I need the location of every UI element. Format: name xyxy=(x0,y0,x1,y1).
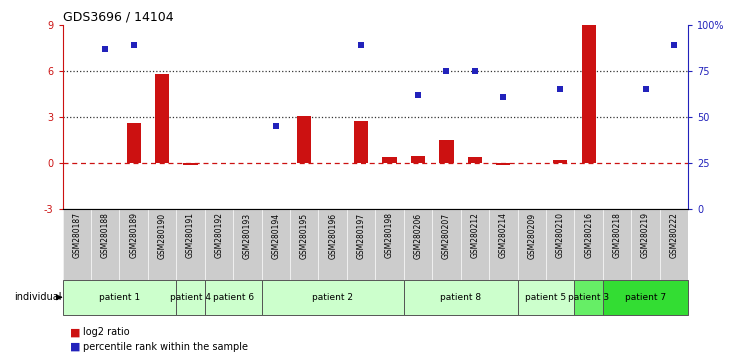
Text: ■: ■ xyxy=(70,327,80,337)
Bar xyxy=(439,140,453,163)
Text: GSM280218: GSM280218 xyxy=(612,212,622,258)
Text: GSM280197: GSM280197 xyxy=(357,212,366,258)
Bar xyxy=(553,160,567,163)
Text: GSM280190: GSM280190 xyxy=(158,212,166,258)
Point xyxy=(554,86,566,92)
Bar xyxy=(411,156,425,163)
Point xyxy=(441,68,453,74)
Text: GSM280188: GSM280188 xyxy=(101,212,110,258)
Bar xyxy=(354,121,368,163)
Point xyxy=(668,42,680,48)
Bar xyxy=(468,158,482,163)
Text: GSM280206: GSM280206 xyxy=(414,212,422,258)
Text: GSM280210: GSM280210 xyxy=(556,212,565,258)
Text: GSM280212: GSM280212 xyxy=(470,212,479,258)
Point xyxy=(469,68,481,74)
Text: GSM280209: GSM280209 xyxy=(527,212,537,258)
Text: GSM280214: GSM280214 xyxy=(499,212,508,258)
Text: patient 4: patient 4 xyxy=(170,293,211,302)
Bar xyxy=(603,280,688,315)
Bar xyxy=(155,74,169,163)
Text: GSM280219: GSM280219 xyxy=(641,212,650,258)
Text: percentile rank within the sample: percentile rank within the sample xyxy=(83,342,248,352)
Bar xyxy=(574,280,603,315)
Text: GSM280195: GSM280195 xyxy=(300,212,309,258)
Bar xyxy=(496,163,511,165)
Text: patient 6: patient 6 xyxy=(213,293,254,302)
Bar xyxy=(127,123,141,163)
Point xyxy=(640,86,651,92)
Text: GSM280222: GSM280222 xyxy=(670,212,679,258)
Text: patient 3: patient 3 xyxy=(568,293,609,302)
Point xyxy=(355,42,367,48)
Text: patient 8: patient 8 xyxy=(440,293,481,302)
Bar xyxy=(63,280,177,315)
Text: patient 1: patient 1 xyxy=(99,293,140,302)
Text: GSM280193: GSM280193 xyxy=(243,212,252,258)
Bar xyxy=(383,158,397,163)
Bar xyxy=(404,280,517,315)
Text: individual: individual xyxy=(14,292,61,302)
Text: GSM280192: GSM280192 xyxy=(214,212,224,258)
Text: GSM280191: GSM280191 xyxy=(186,212,195,258)
Point xyxy=(99,46,111,52)
Bar xyxy=(297,116,311,163)
Bar xyxy=(177,280,205,315)
Text: patient 5: patient 5 xyxy=(526,293,567,302)
Text: GSM280187: GSM280187 xyxy=(72,212,81,258)
Point xyxy=(412,92,424,98)
Text: GDS3696 / 14104: GDS3696 / 14104 xyxy=(63,11,173,24)
Bar xyxy=(261,280,404,315)
Text: GSM280198: GSM280198 xyxy=(385,212,394,258)
Bar xyxy=(183,163,198,165)
Bar xyxy=(581,25,595,163)
Text: log2 ratio: log2 ratio xyxy=(83,327,130,337)
Text: GSM280216: GSM280216 xyxy=(584,212,593,258)
Text: GSM280189: GSM280189 xyxy=(129,212,138,258)
Text: GSM280194: GSM280194 xyxy=(272,212,280,258)
Text: patient 2: patient 2 xyxy=(312,293,353,302)
Text: patient 7: patient 7 xyxy=(625,293,666,302)
Text: GSM280196: GSM280196 xyxy=(328,212,337,258)
Point xyxy=(128,42,140,48)
Text: ■: ■ xyxy=(70,342,80,352)
Bar xyxy=(205,280,261,315)
Bar xyxy=(517,280,574,315)
Point xyxy=(270,123,282,129)
Point xyxy=(498,94,509,99)
Text: GSM280207: GSM280207 xyxy=(442,212,451,258)
